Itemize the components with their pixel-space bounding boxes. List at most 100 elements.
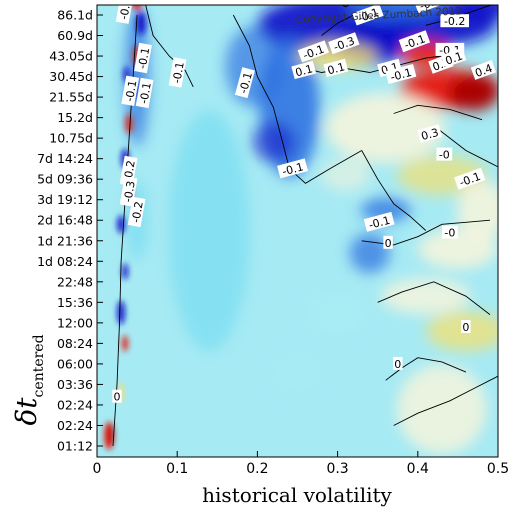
heatmap-region <box>320 159 371 192</box>
heatmap-region <box>225 26 282 107</box>
contour-label-background <box>454 167 486 190</box>
x-axis: 0 0.1 0.2 0.3 0.4 0.5 <box>93 451 509 477</box>
contour-label-text: -0.1 <box>123 79 140 102</box>
contour-label-text: -0.1 <box>170 61 187 84</box>
contour-label-background <box>297 40 329 63</box>
heatmap-region <box>251 122 296 163</box>
contour-label: -0.2 <box>440 14 469 28</box>
y-tick-label: 43.05d <box>49 49 93 64</box>
y-tick-label: 2d 16:48 <box>37 213 93 228</box>
x-tick-label: 0.1 <box>166 461 188 477</box>
contour-label: -0.1 <box>277 158 309 179</box>
y-tick-label: 15:36 <box>57 295 93 310</box>
y-tick-label: 12:00 <box>57 315 93 330</box>
y-tick-label: 15.2d <box>57 110 93 125</box>
contour-line <box>385 357 467 381</box>
contour-label-text: -0.1 <box>389 66 413 84</box>
contour-label: 0.1 <box>441 47 467 68</box>
contour-label-background <box>277 158 309 179</box>
heatmap-detail <box>125 113 134 134</box>
contour-label: 0 <box>383 235 393 250</box>
x-axis-label: historical volatility <box>202 483 392 507</box>
y-tick-label: 3d 19:12 <box>37 192 93 207</box>
y-tick-label: 1d 08:24 <box>37 254 93 269</box>
contour-label-background <box>323 58 349 78</box>
y-axis-label-main: δt <box>10 397 43 426</box>
x-tick-label: 0.4 <box>407 461 429 477</box>
contour-label: -0.1 <box>385 64 417 84</box>
contour-label-text: -0 <box>444 227 455 240</box>
contour-line <box>433 125 498 168</box>
contour-label-text: -0 <box>439 149 450 162</box>
contour-line <box>341 5 351 8</box>
y-axis-label: δtcentered <box>10 334 47 425</box>
contour-label-background <box>440 14 469 28</box>
contour-label: -0.1 <box>135 77 154 109</box>
contour-label: -0 <box>442 225 458 240</box>
contour-label-background <box>413 5 446 14</box>
y-tick-label: 06:00 <box>57 356 93 371</box>
contour-line <box>393 375 498 426</box>
contour-label-text: -0.1 <box>136 46 153 69</box>
contour-label: 0.1 <box>323 58 349 78</box>
contour-label-text: 0 <box>385 237 392 250</box>
y-tick-label: 22:48 <box>57 274 93 289</box>
x-tick-label: 0 <box>93 461 102 477</box>
contour-label-text: -0.1 <box>237 71 255 95</box>
heatmap-detail <box>136 11 147 36</box>
y-tick-label: 5d 09:36 <box>37 172 93 187</box>
plot-frame <box>96 4 499 458</box>
heatmap-region <box>325 92 446 163</box>
heatmap-region <box>456 179 498 240</box>
contour-label-background <box>115 5 134 24</box>
y-tick-label: 60.9d <box>57 28 93 43</box>
contour-label-background <box>121 75 140 107</box>
contour-label: 0 <box>393 356 403 371</box>
heatmap-detail <box>122 335 129 352</box>
contour-label: 0.1 <box>291 60 317 79</box>
contour-label-text: 0 <box>394 358 401 371</box>
contour-label: -0.1 <box>234 67 255 99</box>
contour-label-background <box>134 42 152 74</box>
contour-label: -0.1 <box>413 5 446 14</box>
contour-label-background <box>441 47 467 68</box>
y-tick-label: 7d 14:24 <box>37 151 93 166</box>
contour-label-text: -0.2 <box>444 15 465 28</box>
contour-label: -0.1 <box>115 5 134 24</box>
contour-label-text: 0 <box>114 391 121 404</box>
contour-label: -0.2 <box>127 196 146 228</box>
contour-label-background <box>470 60 497 80</box>
contour-label: -0.1 <box>363 211 395 232</box>
heatmap-detail <box>132 5 142 11</box>
contour-line <box>297 53 458 73</box>
contour-label: -0.1 <box>134 42 153 74</box>
y-tick-label: 08:24 <box>57 336 93 351</box>
x-tick-label: 0.5 <box>487 461 509 477</box>
y-tick-label: 02:24 <box>57 418 93 433</box>
contour-line <box>145 5 194 87</box>
contour-label-text: -0.1 <box>137 81 154 104</box>
contour-label-background <box>135 77 154 109</box>
contour-label-text: 0.3 <box>420 126 440 143</box>
x-tick-label: 0.3 <box>326 461 348 477</box>
contour-label-background <box>234 67 255 99</box>
heatmap-region <box>307 290 368 335</box>
contour-label-text: -0.2 <box>129 200 146 223</box>
contour-label: 0 <box>461 320 471 334</box>
contour-label-background <box>393 356 403 370</box>
y-tick-label: 02:24 <box>57 397 93 412</box>
contour-label: 0 <box>112 389 122 404</box>
contour-label-background <box>363 211 395 232</box>
contour-label-text: 0.1 <box>326 60 346 77</box>
contour-label-text: -0.1 <box>367 214 391 232</box>
contour-label: 0.4 <box>470 60 497 80</box>
y-tick-label: 01:12 <box>57 439 93 454</box>
contour-label-background <box>352 5 384 26</box>
plot-area: -0.1-0.1-0.1-0.1 -0.1-0.1-0.2-0.3-0.2-0.1… <box>97 5 498 457</box>
contour-label-background <box>168 57 187 88</box>
contour-label-background <box>328 32 360 55</box>
y-tick-label: 10.75d <box>49 131 93 146</box>
contour-labels: -0.1-0.1-0.1-0.1 -0.1-0.1-0.2-0.3-0.2-0.1… <box>112 5 497 404</box>
contour-label: 0.3 <box>417 124 443 143</box>
